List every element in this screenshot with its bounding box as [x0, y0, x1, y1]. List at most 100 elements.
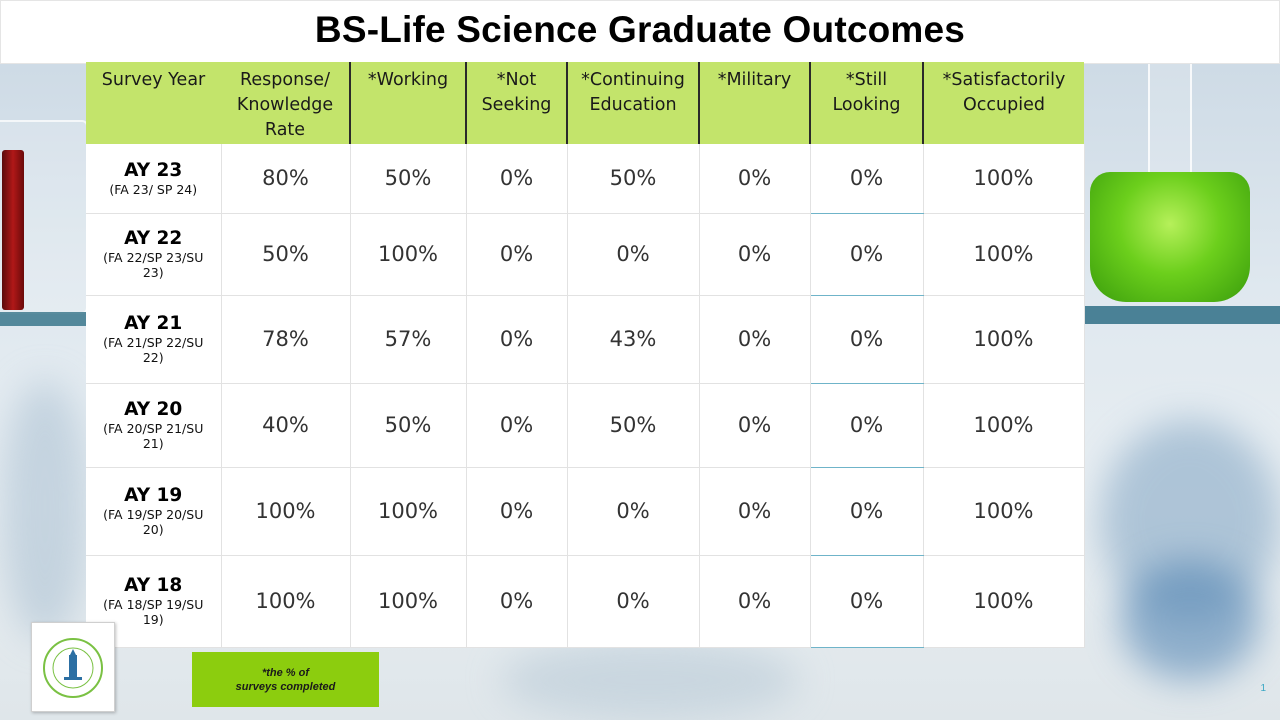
- value-cell: 100%: [923, 467, 1085, 556]
- value-cell: 43%: [567, 295, 700, 384]
- academic-year-label: AY 23: [124, 159, 183, 181]
- table-row: AY 22 (FA 22/SP 23/SU 23) 50% 100% 0% 0% 0% 0% 1…: [86, 213, 1085, 296]
- table-row: AY 20 (FA 20/SP 21/SU 21) 40% 50% 0% 50% 0% 0% 1…: [86, 383, 1085, 468]
- table-row: AY 23 (FA 23/ SP 24) 80% 50% 0% 50% 0% 0% 100%: [86, 144, 1085, 214]
- value-cell: 100%: [923, 555, 1085, 648]
- value-cell: 40%: [221, 383, 351, 468]
- shelf-right-decoration: [1080, 306, 1280, 324]
- value-cell: 0%: [810, 555, 924, 648]
- academic-terms-label: (FA 22/SP 23/SU 23): [103, 250, 204, 281]
- value-cell: 0%: [699, 213, 811, 296]
- column-header: *Military: [699, 62, 811, 144]
- academic-year-label: AY 18: [124, 574, 183, 596]
- survey-year-cell: AY 22 (FA 22/SP 23/SU 23): [86, 213, 222, 296]
- survey-year-cell: AY 18 (FA 18/SP 19/SU 19): [86, 555, 222, 648]
- column-header: Survey Year: [86, 62, 221, 144]
- footnote-line-1: *the % of: [261, 666, 310, 679]
- column-header-line: *Military: [717, 70, 792, 90]
- survey-year-cell: AY 20 (FA 20/SP 21/SU 21): [86, 383, 222, 468]
- academic-year-label: AY 22: [124, 227, 183, 249]
- academic-terms-label: (FA 20/SP 21/SU 21): [103, 421, 204, 452]
- value-cell: 50%: [350, 383, 467, 468]
- value-cell: 100%: [350, 213, 467, 296]
- value-cell: 0%: [699, 555, 811, 648]
- value-cell: 0%: [810, 295, 924, 384]
- column-header-line: *Continuing: [581, 70, 685, 90]
- academic-year-label: AY 21: [124, 312, 183, 334]
- value-cell: 100%: [221, 555, 351, 648]
- column-header-line: *Working: [367, 70, 449, 90]
- value-cell: 0%: [466, 555, 568, 648]
- value-cell: 0%: [466, 213, 568, 296]
- value-cell: 100%: [923, 383, 1085, 468]
- value-cell: 100%: [923, 144, 1085, 214]
- column-header-line: Survey Year: [101, 70, 206, 90]
- column-header-line: Knowledge: [236, 95, 334, 115]
- value-cell: 0%: [466, 467, 568, 556]
- value-cell: 0%: [699, 295, 811, 384]
- value-cell: 0%: [466, 144, 568, 214]
- career-services-logo: [31, 622, 115, 712]
- column-header-line: Occupied: [963, 95, 1045, 115]
- table-row: AY 21 (FA 21/SP 22/SU 22) 78% 57% 0% 43% 0% 0% 1…: [86, 295, 1085, 384]
- value-cell: 0%: [699, 467, 811, 556]
- academic-year-label: AY 20: [124, 398, 183, 420]
- value-cell: 100%: [221, 467, 351, 556]
- value-cell: 100%: [923, 295, 1085, 384]
- academic-terms-label: (FA 23/ SP 24): [109, 181, 198, 197]
- table-row: AY 19 (FA 19/SP 20/SU 20) 100% 100% 0% 0% 0% 0%…: [86, 467, 1085, 556]
- page-title: BS-Life Science Graduate Outcomes: [314, 9, 966, 50]
- value-cell: 78%: [221, 295, 351, 384]
- column-header-line: Looking: [832, 95, 901, 115]
- value-cell: 0%: [810, 467, 924, 556]
- value-cell: 50%: [221, 213, 351, 296]
- column-header: *Satisfactorily Occupied: [923, 62, 1084, 144]
- column-header: *Continuing Education: [567, 62, 700, 144]
- survey-year-cell: AY 21 (FA 21/SP 22/SU 22): [86, 295, 222, 384]
- column-header: *Working: [350, 62, 467, 144]
- title-bar: BS-Life Science Graduate Outcomes: [0, 0, 1280, 64]
- value-cell: 0%: [810, 213, 924, 296]
- red-test-tube-decoration: [2, 150, 24, 310]
- column-header-line: Seeking: [481, 95, 552, 115]
- column-header: *Still Looking: [810, 62, 924, 144]
- academic-terms-label: (FA 21/SP 22/SU 22): [103, 335, 204, 366]
- academic-year-label: AY 19: [124, 484, 183, 506]
- logan-university-seal-icon: [43, 638, 103, 698]
- value-cell: 80%: [221, 144, 351, 214]
- column-header-line: *Satisfactorily: [942, 70, 1066, 90]
- value-cell: 0%: [567, 555, 700, 648]
- value-cell: 0%: [810, 144, 924, 214]
- value-cell: 0%: [810, 383, 924, 468]
- column-header-line: *Still: [845, 70, 888, 90]
- column-header-line: Response/: [240, 70, 330, 90]
- value-cell: 0%: [567, 467, 700, 556]
- survey-year-cell: AY 19 (FA 19/SP 20/SU 20): [86, 467, 222, 556]
- value-cell: 100%: [923, 213, 1085, 296]
- green-flask-decoration: [1090, 60, 1270, 310]
- column-header: Response/Knowledge Rate: [221, 62, 351, 144]
- column-header-line: Education: [589, 95, 677, 115]
- footnote-line-2: surveys completed: [235, 680, 336, 693]
- value-cell: 0%: [466, 295, 568, 384]
- value-cell: 57%: [350, 295, 467, 384]
- value-cell: 50%: [350, 144, 467, 214]
- academic-terms-label: (FA 18/SP 19/SU 19): [103, 597, 204, 628]
- footnote-box: *the % of surveys completed: [192, 652, 379, 707]
- table-row: AY 18 (FA 18/SP 19/SU 19) 100% 100% 0% 0% 0% 0%…: [86, 555, 1085, 648]
- value-cell: 0%: [699, 144, 811, 214]
- value-cell: 0%: [466, 383, 568, 468]
- value-cell: 50%: [567, 383, 700, 468]
- survey-year-cell: AY 23 (FA 23/ SP 24): [86, 144, 222, 214]
- outcomes-table: Survey Year Response/Knowledge Rate *Workin…: [86, 62, 1085, 648]
- table-body: AY 23 (FA 23/ SP 24) 80% 50% 0% 50% 0% 0% 100% AY…: [86, 144, 1085, 648]
- value-cell: 100%: [350, 555, 467, 648]
- page-number: 1: [1260, 683, 1266, 694]
- academic-terms-label: (FA 19/SP 20/SU 20): [103, 507, 204, 538]
- value-cell: 100%: [350, 467, 467, 556]
- column-header-line: Rate: [264, 120, 306, 140]
- column-header-line: *Not: [496, 70, 537, 90]
- value-cell: 0%: [699, 383, 811, 468]
- table-header-row: Survey Year Response/Knowledge Rate *Workin…: [86, 62, 1084, 144]
